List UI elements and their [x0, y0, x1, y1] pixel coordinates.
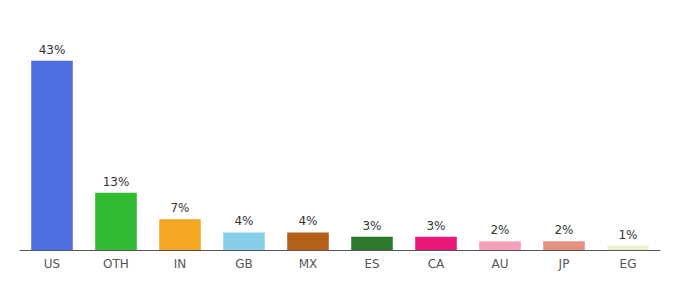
- svg-text:1%: 1%: [618, 228, 637, 242]
- svg-text:CA: CA: [428, 257, 445, 271]
- svg-text:MX: MX: [299, 257, 318, 271]
- svg-text:4%: 4%: [298, 214, 317, 228]
- svg-text:4%: 4%: [234, 214, 253, 228]
- svg-text:US: US: [44, 257, 60, 271]
- svg-text:EG: EG: [620, 257, 637, 271]
- svg-text:13%: 13%: [103, 175, 130, 189]
- svg-text:3%: 3%: [362, 219, 381, 233]
- svg-text:2%: 2%: [554, 223, 573, 237]
- svg-text:OTH: OTH: [103, 257, 129, 271]
- svg-text:7%: 7%: [170, 201, 189, 215]
- svg-text:AU: AU: [492, 257, 509, 271]
- svg-text:ES: ES: [364, 257, 379, 271]
- svg-text:43%: 43%: [39, 43, 66, 57]
- svg-text:IN: IN: [174, 257, 187, 271]
- svg-text:GB: GB: [235, 257, 253, 271]
- svg-text:2%: 2%: [490, 223, 509, 237]
- svg-text:JP: JP: [558, 257, 570, 271]
- svg-text:3%: 3%: [426, 219, 445, 233]
